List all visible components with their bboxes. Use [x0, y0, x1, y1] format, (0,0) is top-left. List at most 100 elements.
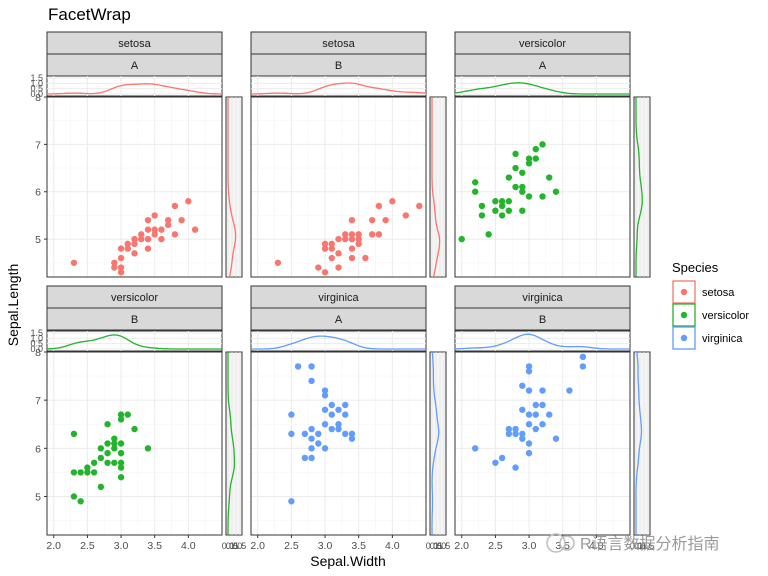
- main-panel-border: [454, 351, 631, 536]
- data-point: [342, 430, 349, 438]
- data-point: [505, 198, 513, 205]
- side-density-curve: [227, 97, 237, 278]
- strip-species-label: virginica: [522, 292, 563, 304]
- data-point: [519, 169, 526, 176]
- x-tick-label: 4.0: [589, 540, 604, 552]
- data-point: [97, 454, 105, 462]
- top-density-bg: [46, 75, 223, 97]
- data-point: [164, 216, 172, 224]
- watermark-icon: [546, 533, 575, 553]
- data-point: [315, 440, 322, 447]
- data-point: [368, 216, 376, 224]
- data-point: [294, 363, 302, 370]
- x-tick-label: 3.5: [351, 540, 366, 552]
- data-point: [525, 449, 533, 457]
- side-density-tick-label: 1.5: [234, 541, 247, 551]
- data-point: [90, 469, 98, 476]
- legend-label: versicolor: [702, 310, 749, 322]
- strip-group-label: B: [335, 60, 342, 72]
- side-density-group: [225, 96, 243, 278]
- data-point: [362, 254, 369, 262]
- strip-species-label: versicolor: [519, 38, 566, 50]
- legend: Species setosa versicolor virginica: [672, 260, 749, 350]
- data-point: [348, 235, 356, 243]
- data-point: [117, 449, 125, 457]
- main-panel-border: [454, 96, 631, 278]
- data-point: [348, 231, 356, 238]
- data-point: [525, 193, 533, 200]
- data-point: [525, 160, 533, 167]
- top-density-curve: [454, 82, 630, 95]
- data-point: [348, 245, 356, 252]
- data-point: [321, 387, 329, 394]
- data-point: [308, 363, 315, 370]
- top-density-tick-label: 1.5: [30, 328, 43, 338]
- data-point: [416, 202, 423, 210]
- data-point: [525, 155, 533, 162]
- data-point: [519, 382, 526, 389]
- chart-title: FacetWrap: [48, 5, 131, 24]
- data-point: [90, 459, 98, 466]
- data-point: [77, 469, 84, 476]
- data-point: [138, 231, 145, 238]
- panel-virginica-B: virginica B 2.0 2.5 3.0 3.5 4.0 0.00.51.01.5: [454, 285, 655, 552]
- data-point: [164, 221, 172, 229]
- panel-virginica-A: virginica A 2.0 2.5 3.0 3.5 4.0 0.00.51.01.5: [250, 285, 450, 552]
- data-point: [375, 202, 383, 210]
- data-point: [117, 459, 125, 466]
- data-point: [546, 174, 553, 181]
- data-point: [104, 449, 111, 457]
- data-point: [498, 198, 506, 205]
- data-point: [492, 207, 499, 214]
- data-point: [131, 425, 138, 433]
- data-point: [111, 435, 118, 442]
- side-density-tick-label: 1.5: [642, 541, 655, 551]
- data-point: [321, 421, 329, 428]
- data-point: [111, 264, 118, 271]
- data-point: [104, 440, 111, 447]
- data-point: [104, 459, 111, 466]
- x-tick-label: 3.0: [522, 540, 537, 552]
- data-point: [308, 445, 315, 452]
- data-point: [525, 421, 533, 428]
- data-point: [117, 474, 125, 481]
- data-point: [308, 425, 315, 433]
- x-tick-label: 2.5: [80, 540, 95, 552]
- panels-group: setosaA0.00.51.01.55678setosaBversicolor…: [30, 31, 655, 552]
- data-point: [505, 174, 513, 181]
- y-tick-label: 8: [35, 347, 41, 359]
- data-point: [321, 445, 329, 452]
- side-density-bg: [225, 96, 243, 278]
- main-panel-border: [46, 96, 223, 278]
- data-point: [151, 212, 158, 219]
- data-point: [519, 435, 526, 442]
- main-panel-bg: [250, 96, 427, 278]
- data-point: [321, 406, 329, 413]
- legend-item-versicolor: versicolor: [672, 303, 749, 327]
- data-point: [498, 454, 506, 462]
- y-tick-label: 6: [35, 187, 41, 199]
- data-point: [144, 445, 152, 452]
- strip-species-label: setosa: [118, 38, 151, 50]
- data-point: [348, 435, 356, 442]
- data-point: [315, 430, 322, 438]
- strip-species-label: setosa: [322, 38, 355, 50]
- x-tick-label: 4.0: [385, 540, 400, 552]
- data-point: [512, 183, 519, 191]
- data-point: [342, 411, 349, 418]
- data-point: [131, 235, 138, 243]
- data-point: [505, 207, 513, 214]
- data-point: [382, 216, 389, 224]
- data-point: [138, 235, 145, 243]
- data-point: [532, 401, 539, 409]
- strip-species-label: versicolor: [111, 292, 158, 304]
- data-point: [77, 498, 84, 505]
- legend-marker: [680, 288, 688, 296]
- data-point: [171, 202, 179, 210]
- data-point: [505, 430, 513, 438]
- x-tick-label: 2.5: [284, 540, 299, 552]
- x-axis-title: Sepal.Width: [310, 553, 385, 569]
- x-tick-label: 2.0: [250, 540, 265, 552]
- data-point: [348, 254, 356, 262]
- data-point: [512, 430, 519, 438]
